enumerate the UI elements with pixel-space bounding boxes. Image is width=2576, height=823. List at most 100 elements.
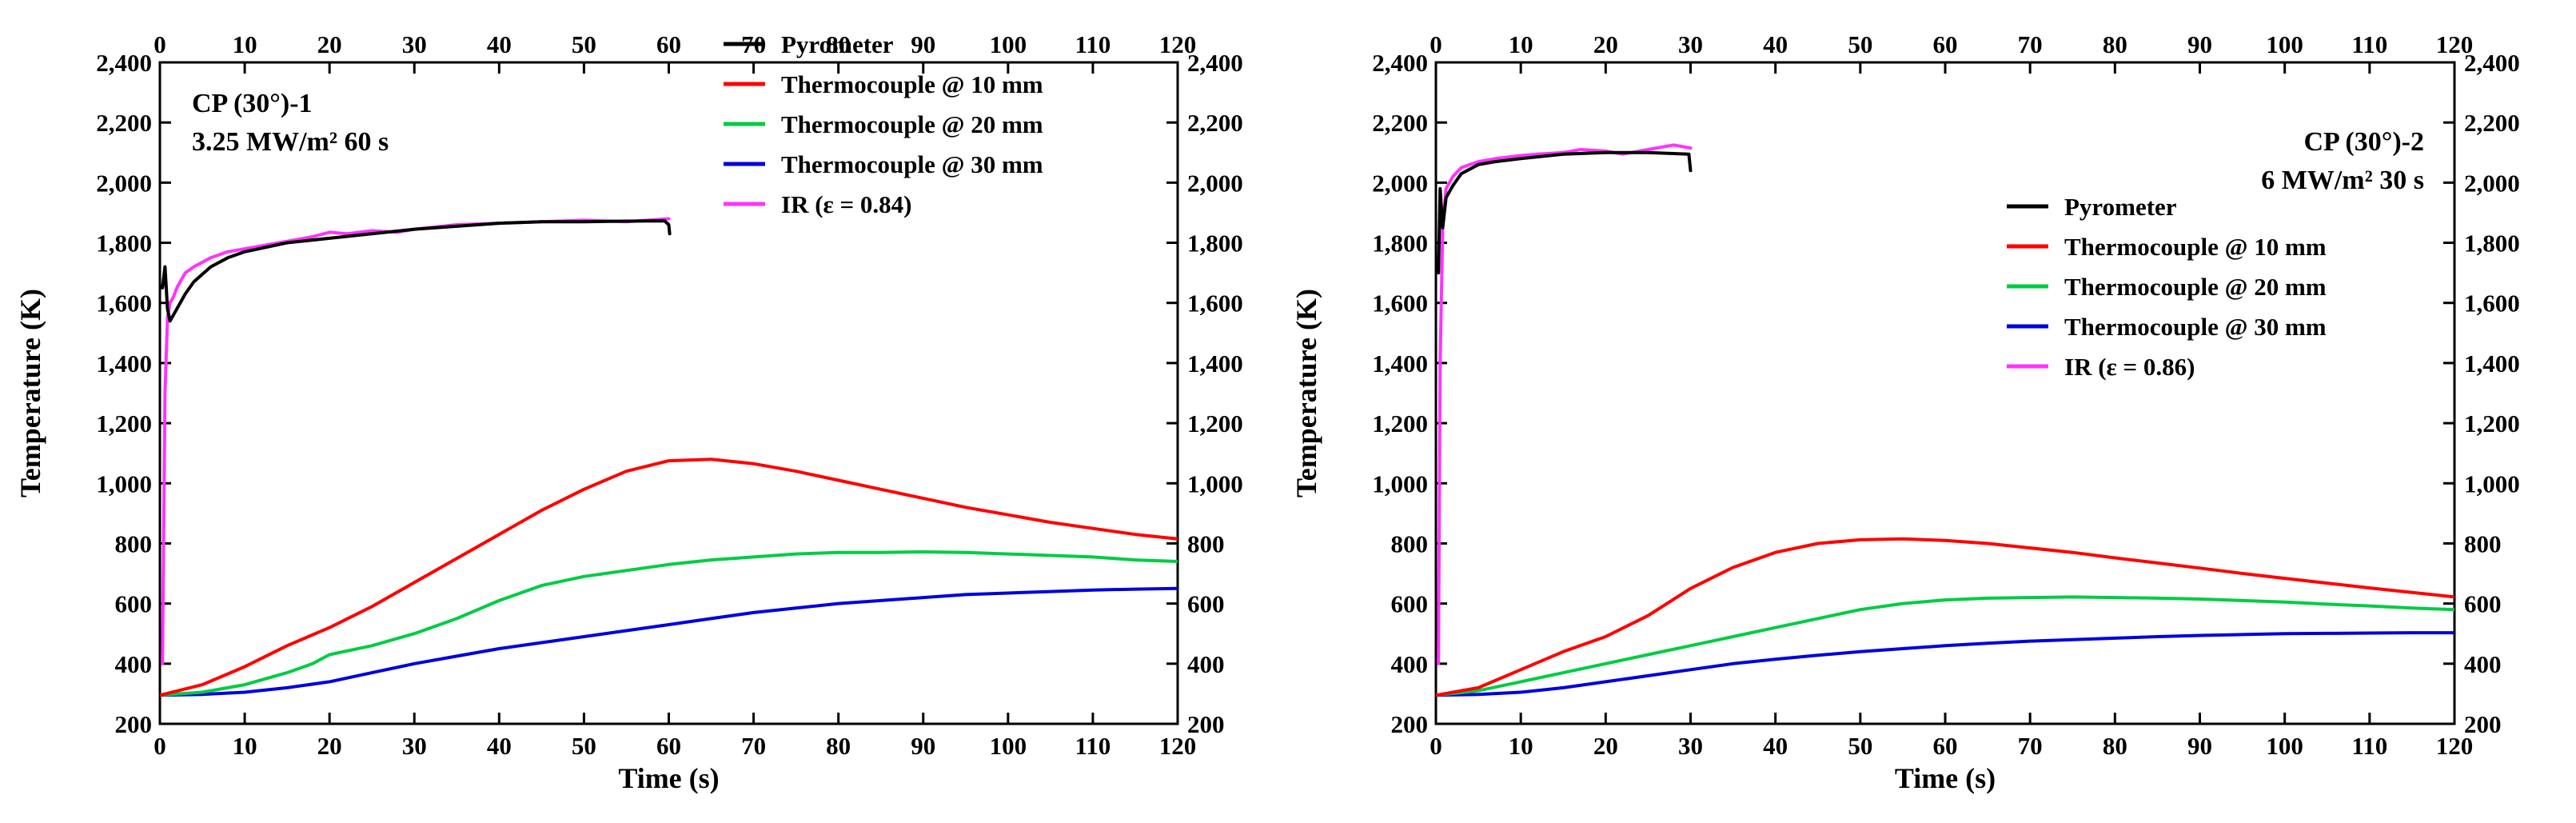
y-tick-label: 800 (115, 529, 153, 557)
x-tick-label-top: 100 (2266, 30, 2303, 58)
x-tick-label-top: 30 (1678, 30, 1703, 58)
y-tick-label-right: 1,000 (2464, 469, 2520, 497)
x-tick-label-top: 0 (1430, 30, 1442, 58)
x-tick-label-top: 100 (990, 30, 1027, 58)
y-tick-label: 800 (1391, 529, 1429, 557)
x-tick-label-top: 40 (1763, 30, 1788, 58)
series-line-thermocouple-30-mm (160, 586, 1178, 697)
y-tick-label: 1,800 (1372, 230, 1428, 258)
x-tick-label-top: 50 (572, 30, 596, 58)
legend-label: Thermocouple @ 20 mm (2064, 273, 2327, 301)
series-line-thermocouple-30-mm (1436, 631, 2454, 697)
x-tick-label: 120 (1159, 732, 1197, 760)
y-tick-label: 2,200 (96, 109, 152, 137)
y-tick-label: 1,400 (96, 350, 152, 378)
x-tick-label: 70 (741, 732, 766, 760)
y-tick-label: 2,000 (96, 169, 152, 197)
x-tick-label-top: 0 (154, 30, 166, 58)
y-tick-label: 600 (1391, 590, 1429, 618)
x-tick-label-top: 20 (1593, 30, 1618, 58)
x-tick-label: 120 (2436, 732, 2474, 760)
x-tick-label: 110 (2351, 732, 2387, 760)
x-tick-label: 70 (2018, 732, 2043, 760)
y-axis-label: Temperature (K) (14, 289, 46, 497)
x-tick-label-top: 90 (2187, 30, 2212, 58)
x-tick-label: 90 (911, 732, 935, 760)
y-tick-label-right: 1,600 (1187, 290, 1243, 318)
series-line-pyrometer (1437, 150, 1693, 275)
y-tick-label-right: 400 (2464, 650, 2502, 678)
x-tick-label: 0 (1430, 732, 1442, 760)
x-tick-label-top: 80 (826, 30, 851, 58)
x-tick-label: 50 (572, 732, 596, 760)
x-tick-label-top: 50 (1848, 30, 1872, 58)
series-line-ir-0-84- (161, 217, 671, 665)
y-tick-label: 400 (115, 650, 153, 678)
x-tick-label: 80 (826, 732, 851, 760)
legend-label: Thermocouple @ 30 mm (781, 150, 1043, 178)
y-tick-label: 200 (115, 710, 153, 738)
y-tick-label-right: 2,400 (2464, 49, 2520, 77)
y-tick-label-right: 600 (1187, 590, 1225, 618)
y-tick-label-right: 1,200 (1187, 410, 1243, 437)
chart-annotation: 3.25 MW/m² 60 s (192, 127, 389, 157)
x-tick-label-top: 10 (233, 30, 257, 58)
x-tick-label-top: 60 (1933, 30, 1958, 58)
x-tick-label: 10 (1509, 732, 1533, 760)
chart-annotation: CP (30°)-2 (2303, 127, 2424, 157)
chart-annotation: CP (30°)-1 (192, 89, 313, 118)
x-tick-label-top: 30 (402, 30, 427, 58)
y-tick-label: 2,000 (1372, 169, 1428, 197)
y-tick-label: 1,600 (96, 290, 152, 318)
x-tick-label: 60 (656, 732, 681, 760)
x-tick-label-top: 40 (487, 30, 512, 58)
x-tick-label: 40 (487, 732, 512, 760)
x-tick-label: 0 (154, 732, 166, 760)
y-tick-label-right: 800 (2464, 529, 2502, 557)
x-tick-label: 20 (317, 732, 342, 760)
y-tick-label: 1,800 (96, 230, 152, 258)
chart-annotation: 6 MW/m² 30 s (2261, 166, 2424, 195)
x-tick-label-top: 10 (1509, 30, 1533, 58)
x-tick-label-top: 60 (656, 30, 681, 58)
x-tick-label: 30 (402, 732, 427, 760)
x-tick-label: 90 (2187, 732, 2212, 760)
y-tick-label-right: 1,600 (2464, 290, 2520, 318)
chart-panel-1: 0010102020303040405050606070708080909010… (14, 30, 1243, 794)
x-tick-label-top: 120 (1159, 30, 1197, 58)
y-tick-label-right: 1,800 (1187, 230, 1243, 258)
y-tick-label: 200 (1391, 710, 1429, 738)
y-tick-label-right: 1,400 (2464, 350, 2520, 378)
y-tick-label-right: 2,400 (1187, 49, 1243, 77)
y-tick-label-right: 2,200 (1187, 109, 1243, 137)
x-tick-label: 20 (1593, 732, 1618, 760)
y-tick-label: 2,200 (1372, 109, 1428, 137)
x-axis-label: Time (s) (618, 762, 719, 794)
y-tick-label-right: 800 (1187, 529, 1225, 557)
y-tick-label: 1,200 (1372, 410, 1428, 437)
series-group (1436, 143, 2454, 697)
legend-label: Thermocouple @ 30 mm (2064, 313, 2327, 341)
y-tick-label: 600 (115, 590, 153, 618)
x-tick-label: 40 (1763, 732, 1788, 760)
series-line-thermocouple-20-mm (160, 550, 1178, 697)
x-axis-label: Time (s) (1895, 762, 1996, 794)
y-axis-label: Temperature (K) (1290, 289, 1322, 497)
y-tick-label-right: 2,000 (1187, 169, 1243, 197)
legend-label: IR (ε = 0.84) (781, 190, 912, 218)
legend-label: Pyrometer (2064, 193, 2177, 221)
legend-label: Thermocouple @ 10 mm (2064, 233, 2327, 261)
x-tick-label-top: 70 (2018, 30, 2043, 58)
legend-label: Thermocouple @ 20 mm (781, 110, 1043, 138)
x-tick-label-top: 110 (1075, 30, 1111, 58)
series-line-thermocouple-10-mm (160, 457, 1178, 697)
y-tick-label: 1,000 (1372, 469, 1428, 497)
y-tick-label: 2,400 (1372, 49, 1428, 77)
x-tick-label-top: 120 (2436, 30, 2474, 58)
series-group (160, 217, 1178, 697)
legend-label: Pyrometer (781, 30, 894, 58)
x-tick-label-top: 80 (2103, 30, 2127, 58)
y-tick-label: 400 (1391, 650, 1429, 678)
series-line-ir-0-86- (1437, 143, 1693, 665)
